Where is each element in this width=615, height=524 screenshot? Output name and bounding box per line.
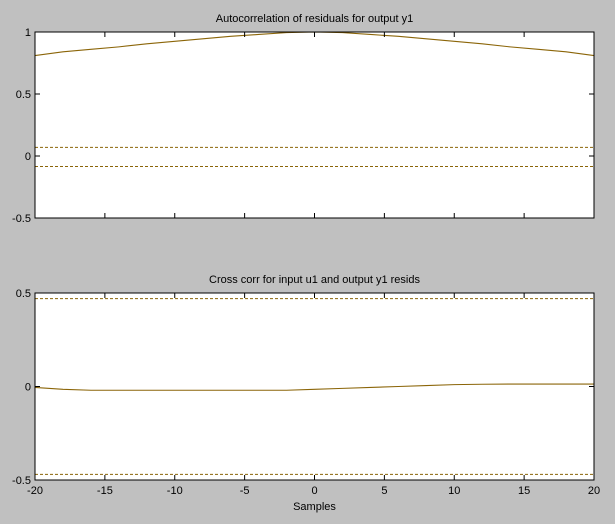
x-axis-label: Samples	[293, 501, 336, 513]
y-tick-label: 1	[25, 27, 31, 39]
y-tick-label: 0.5	[16, 288, 31, 300]
y-tick-label: 0.5	[16, 89, 31, 101]
y-tick-label: -0.5	[12, 475, 31, 487]
chart-title: Cross corr for input u1 and output y1 re…	[209, 274, 420, 286]
x-tick-label: 5	[381, 485, 387, 497]
y-tick-label: 0	[25, 382, 31, 394]
y-tick-label: 0	[25, 151, 31, 163]
x-tick-label: -20	[27, 485, 43, 497]
x-tick-label: 15	[518, 485, 530, 497]
x-tick-label: 10	[448, 485, 460, 497]
cross-correlation-axes: -20 -15 -10 -5 0 5 10 15 20 -0.5 0 0.5 Cross corr fo…	[12, 274, 600, 513]
series-line	[34, 383, 594, 391]
x-tick-label: -5	[240, 485, 250, 497]
plot-area	[35, 293, 594, 480]
plot-area	[35, 32, 594, 218]
x-tick-label: -15	[97, 485, 113, 497]
x-tick-label: -10	[167, 485, 183, 497]
autocorrelation-axes: -0.5 0 0.5 1 Autocorrelation of residuals fo…	[12, 13, 595, 225]
y-tick-label: -0.5	[12, 213, 31, 225]
chart-title: Autocorrelation of residuals for output …	[216, 13, 414, 25]
x-tick-label: 20	[588, 485, 600, 497]
x-tick-label: 0	[311, 485, 317, 497]
